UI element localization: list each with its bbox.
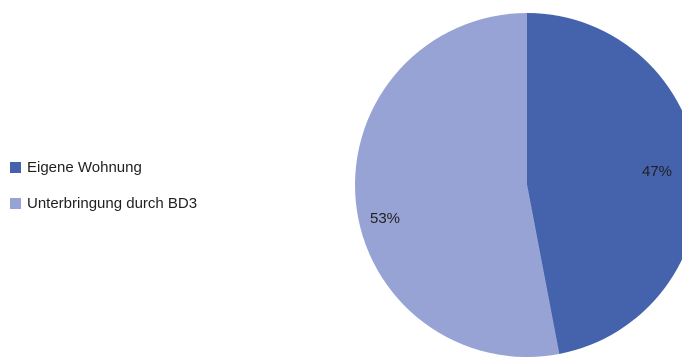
legend-swatch-unterbringung xyxy=(10,197,21,209)
pie-slice-unterbringung xyxy=(354,12,560,357)
legend-swatch-eigene-wohnung xyxy=(10,161,21,173)
slice-label-unterbringung: 53% xyxy=(370,210,400,227)
legend-item-eigene-wohnung: Eigene Wohnung xyxy=(10,157,197,177)
legend-label-eigene-wohnung: Eigene Wohnung xyxy=(27,158,142,176)
legend-item-unterbringung: Unterbringung durch BD3 xyxy=(10,193,197,213)
slice-label-eigene-wohnung: 47% xyxy=(642,163,672,180)
pie-slice-eigene-wohnung xyxy=(527,13,682,354)
legend: Eigene Wohnung Unterbringung durch BD3 xyxy=(10,157,197,229)
legend-label-unterbringung: Unterbringung durch BD3 xyxy=(27,194,198,212)
